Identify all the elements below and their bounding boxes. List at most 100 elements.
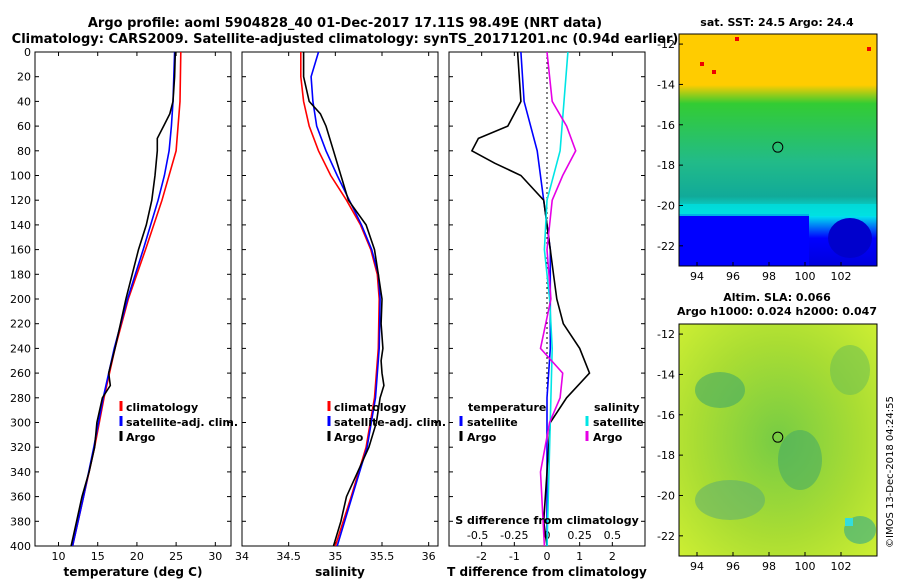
map-y-tick-label: -16 bbox=[657, 119, 675, 132]
x2-tick-label: 0.25 bbox=[567, 529, 592, 542]
y-tick-label: 100 bbox=[10, 170, 31, 183]
x2-tick-label: -0.5 bbox=[467, 529, 488, 542]
series-line-satellite-adj-clim- bbox=[310, 52, 381, 546]
map-y-tick-label: -20 bbox=[657, 489, 675, 502]
y-tick-label: 240 bbox=[10, 342, 31, 355]
legend-argo-t: Argo bbox=[126, 431, 156, 444]
x2-tick-label: -0.25 bbox=[500, 529, 528, 542]
legend-salinity-title: salinity bbox=[594, 401, 640, 414]
x-tick-label: 2 bbox=[609, 550, 616, 563]
x-tick-label: -2 bbox=[476, 550, 487, 563]
x-tick-label: 34.5 bbox=[276, 550, 301, 563]
legend-t-argo: Argo bbox=[467, 431, 497, 444]
legend-satellite-s: satellite-adj. clim. bbox=[334, 416, 446, 429]
map-x-tick-label: 94 bbox=[690, 270, 704, 283]
y-tick-label: 40 bbox=[17, 95, 31, 108]
y-tick-label: 120 bbox=[10, 194, 31, 207]
legend-argo-s: Argo bbox=[334, 431, 364, 444]
series-line-climatology bbox=[299, 52, 381, 546]
sla-map-title-2: Argo h1000: 0.024 h2000: 0.047 bbox=[677, 305, 877, 318]
x-tick-label: 35 bbox=[328, 550, 342, 563]
sla-map bbox=[678, 323, 878, 557]
map-x-tick-label: 96 bbox=[726, 560, 740, 573]
x2-tick-label: 0.5 bbox=[604, 529, 622, 542]
y-tick-label: 160 bbox=[10, 244, 31, 257]
salinity-xlabel: salinity bbox=[315, 565, 365, 579]
map-y-tick-label: -18 bbox=[657, 449, 675, 462]
map-y-tick-label: -22 bbox=[657, 240, 675, 253]
legend-temperature-title: temperature bbox=[468, 401, 546, 414]
y-tick-label: 340 bbox=[10, 466, 31, 479]
temperature-xlabel: temperature (deg C) bbox=[64, 565, 203, 579]
y-tick-label: 180 bbox=[10, 268, 31, 281]
legend-satellite-t: satellite-adj. clim. bbox=[126, 416, 238, 429]
y-tick-label: 140 bbox=[10, 219, 31, 232]
sla-argo-marker bbox=[772, 431, 784, 443]
legend-climatology-s: climatology bbox=[334, 401, 406, 414]
credit: ©IMOS 13-Dec-2018 04:24:55 bbox=[885, 396, 896, 548]
map-x-tick-label: 98 bbox=[762, 270, 776, 283]
series-line-s-argo bbox=[539, 52, 577, 546]
map-y-tick-label: -18 bbox=[657, 159, 675, 172]
series-line-argo bbox=[70, 52, 177, 546]
sst-argo-marker bbox=[772, 141, 784, 153]
y-tick-label: 80 bbox=[17, 145, 31, 158]
y-tick-label: 60 bbox=[17, 120, 31, 133]
map-x-tick-label: 98 bbox=[762, 560, 776, 573]
x-tick-label: 15 bbox=[91, 550, 105, 563]
legend-s-argo: Argo bbox=[593, 431, 623, 444]
difference-x2label: S difference from climatology bbox=[455, 514, 639, 527]
temperature-plot-frame bbox=[34, 51, 232, 547]
x-tick-label: 20 bbox=[130, 550, 144, 563]
title-line-2: Climatology: CARS2009. Satellite-adjuste… bbox=[12, 32, 679, 47]
map-y-tick-label: -20 bbox=[657, 199, 675, 212]
map-x-tick-label: 100 bbox=[795, 270, 816, 283]
series-line-argo bbox=[302, 52, 385, 546]
y-tick-label: 220 bbox=[10, 318, 31, 331]
sst-map-title: sat. SST: 24.5 Argo: 24.4 bbox=[700, 16, 854, 29]
map-x-tick-label: 96 bbox=[726, 270, 740, 283]
y-tick-label: 320 bbox=[10, 441, 31, 454]
sla-map-title-1: Altim. SLA: 0.066 bbox=[723, 291, 831, 304]
x-tick-label: 34 bbox=[235, 550, 249, 563]
legend-s-satellite: satellite bbox=[593, 416, 644, 429]
y-tick-label: 280 bbox=[10, 392, 31, 405]
map-x-tick-label: 102 bbox=[831, 270, 852, 283]
map-y-tick-label: -22 bbox=[657, 530, 675, 543]
x-tick-label: 0 bbox=[544, 550, 551, 563]
x-tick-label: 25 bbox=[169, 550, 183, 563]
y-tick-label: 380 bbox=[10, 515, 31, 528]
x-tick-label: 1 bbox=[576, 550, 583, 563]
map-y-tick-label: -14 bbox=[657, 78, 675, 91]
sst-map bbox=[678, 33, 878, 267]
salinity-plot-frame bbox=[241, 51, 439, 547]
legend-t-satellite: satellite bbox=[467, 416, 518, 429]
legend-climatology-t: climatology bbox=[126, 401, 198, 414]
map-y-tick-label: -16 bbox=[657, 409, 675, 422]
temperature-legend: climatology satellite-adj. clim. Argo bbox=[119, 401, 238, 444]
x-tick-label: 36 bbox=[422, 550, 436, 563]
map-x-tick-label: 102 bbox=[831, 560, 852, 573]
y-tick-label: 260 bbox=[10, 367, 31, 380]
x-tick-label: -1 bbox=[509, 550, 520, 563]
map-x-tick-label: 100 bbox=[795, 560, 816, 573]
salinity-legend: climatology satellite-adj. clim. Argo bbox=[327, 401, 446, 444]
y-tick-label: 360 bbox=[10, 491, 31, 504]
x-tick-label: 30 bbox=[208, 550, 222, 563]
y-tick-label: 400 bbox=[10, 540, 31, 553]
y-tick-label: 200 bbox=[10, 293, 31, 306]
y-tick-label: 20 bbox=[17, 71, 31, 84]
series-line-s-satellite bbox=[543, 52, 569, 546]
x-tick-label: 35.5 bbox=[370, 550, 395, 563]
map-x-tick-label: 94 bbox=[690, 560, 704, 573]
title-line-1: Argo profile: aoml 5904828_40 01-Dec-201… bbox=[88, 16, 602, 31]
y-tick-label: 300 bbox=[10, 417, 31, 430]
map-y-tick-label: -12 bbox=[657, 38, 675, 51]
difference-legend: temperature satellite Argo salinity sate… bbox=[459, 401, 644, 444]
map-y-tick-label: -14 bbox=[657, 368, 675, 381]
series-line-t-argo bbox=[470, 52, 591, 546]
difference-xlabel: T difference from climatology bbox=[447, 565, 647, 579]
map-y-tick-label: -12 bbox=[657, 328, 675, 341]
y-tick-label: 0 bbox=[24, 46, 31, 59]
